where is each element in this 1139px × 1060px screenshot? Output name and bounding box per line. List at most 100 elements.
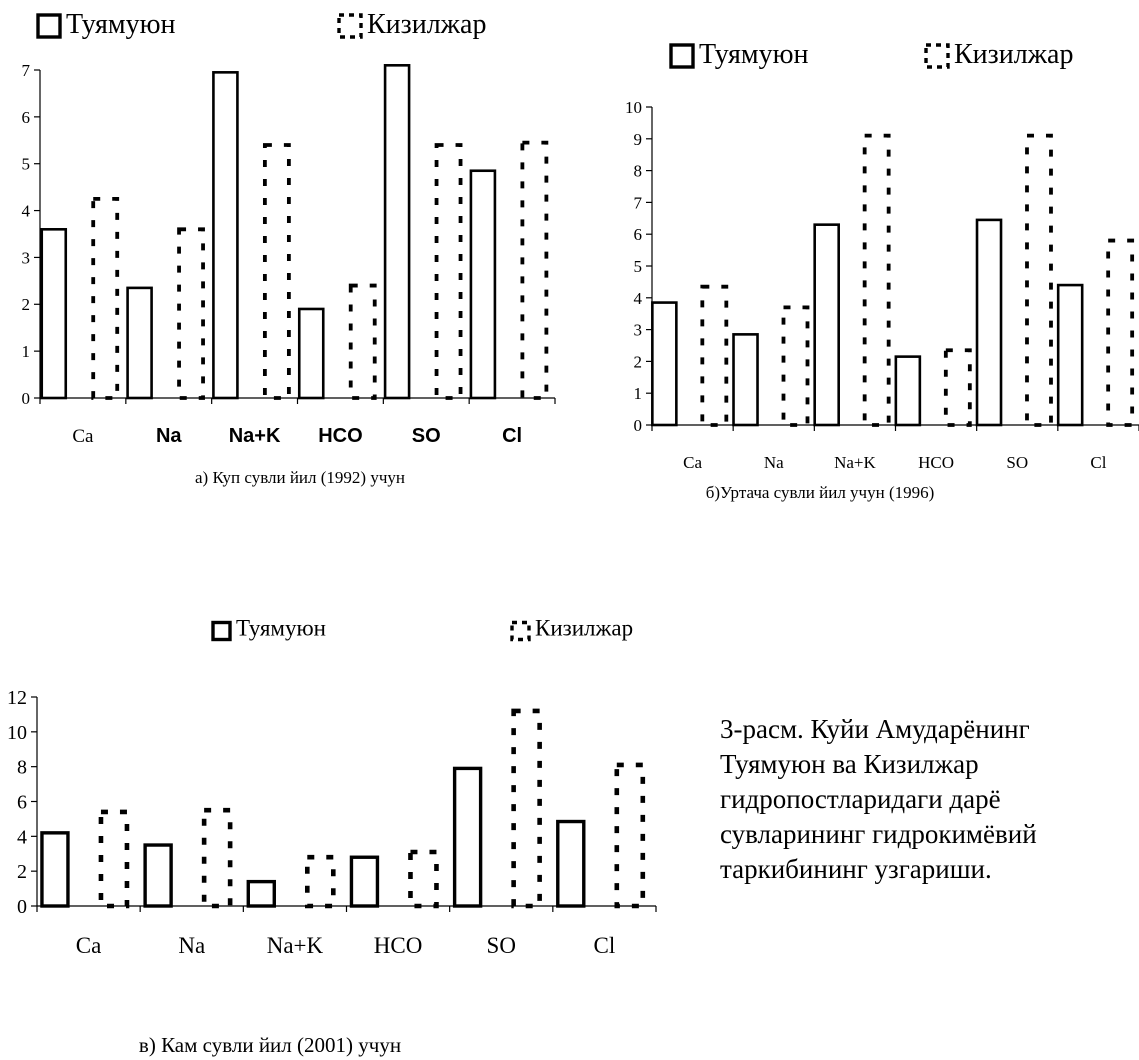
legend-label-tuyamuyun: Туямуюн: [236, 616, 326, 641]
legend-swatch-kizilzhar: [924, 43, 950, 69]
x-category-label: Na: [178, 933, 205, 958]
bar-tuyamuyun-cl: [469, 169, 497, 400]
x-category-label: Ca: [76, 933, 102, 958]
bar-tuyamuyun-na: [126, 286, 153, 400]
y-tick-label: 1: [634, 384, 643, 403]
y-tick-label: 7: [22, 61, 31, 80]
bar-tuyamuyun-so: [975, 218, 1003, 427]
chart-1: Туямуюн Кизилжар 0 1 2 3 4 5 6 7 Ca Na Na+K HCO SO Cl а)…: [22, 9, 556, 487]
y-tick-label: 0: [22, 389, 31, 408]
bar-kizilzhar-so: [434, 143, 463, 400]
x-category-label: Cl: [594, 933, 616, 958]
bar-kizilzhar-na: [177, 227, 205, 400]
bar-kizilzhar-so: [1025, 133, 1053, 427]
legend-label-kizilzhar: Кизилжар: [954, 39, 1073, 70]
bar-tuyamuyun-na: [143, 843, 173, 908]
bar-tuyamuyun-cl: [1056, 283, 1084, 427]
bar-kizilzhar-hco: [943, 348, 972, 427]
y-tick-label: 6: [634, 225, 643, 244]
y-tick-label: 3: [22, 248, 31, 267]
y-tick-label: 10: [625, 98, 642, 117]
y-tick-label: 2: [17, 861, 27, 883]
y-tick-label: 12: [7, 687, 27, 709]
x-category-label: Ca: [683, 453, 702, 472]
bar-tuyamuyun-na: [732, 333, 759, 427]
legend-label-kizilzhar: Кизилжар: [535, 616, 633, 641]
y-tick-label: 4: [634, 289, 643, 308]
bar-tuyamuyun-na-k: [212, 71, 239, 400]
y-tick-label: 6: [22, 108, 31, 127]
y-tick-label: 0: [634, 416, 643, 435]
bar-kizilzhar-na: [781, 305, 810, 427]
chart-caption: в) Кам сувли йил (2001) учун: [139, 1033, 401, 1057]
bar-kizilzhar-cl: [614, 762, 646, 909]
x-category-label: Cl: [502, 425, 522, 447]
y-tick-label: 4: [22, 202, 31, 221]
y-tick-label: 5: [634, 257, 643, 276]
bar-tuyamuyun-hco: [349, 855, 380, 908]
legend-swatch-tuyamuyun: [669, 43, 695, 69]
x-category-label: Na: [764, 453, 784, 472]
chart-2: Туямуюн Кизилжар 0 1 2 3 4 5 6 7 8 9 10 Ca Na Na+K HCO SO…: [625, 39, 1139, 502]
bar-kizilzhar-ca: [98, 809, 130, 909]
y-tick-label: 5: [22, 155, 31, 174]
bar-kizilzhar-hco: [348, 283, 377, 400]
legend-swatch-tuyamuyun: [211, 620, 232, 642]
y-tick-label: 2: [634, 352, 643, 371]
legend-label-tuyamuyun: Туямуюн: [66, 9, 176, 40]
x-category-label: Ca: [72, 426, 94, 447]
bar-kizilzhar-ca: [91, 196, 120, 400]
y-tick-label: 0: [17, 896, 27, 918]
legend-swatch-kizilzhar: [510, 620, 531, 642]
bar-tuyamuyun-so: [383, 64, 411, 400]
bar-tuyamuyun-hco: [894, 355, 922, 427]
y-tick-label: 6: [17, 792, 27, 814]
x-category-label: HCO: [318, 425, 362, 447]
figure-caption: 3-расм. Куйи Амударёнинг Туямуюн ва Кизи…: [720, 714, 1037, 884]
y-tick-label: 8: [17, 757, 27, 779]
x-category-label: Na+K: [229, 425, 281, 447]
x-category-label: HCO: [918, 453, 954, 472]
x-category-label: SO: [412, 425, 441, 447]
chart-caption: а) Куп сувли йил (1992) учун: [195, 468, 405, 487]
y-tick-label: 1: [22, 342, 31, 361]
bar-tuyamuyun-ca: [40, 831, 70, 908]
chart-3: Туямуюн Кизилжар 0 2 4 6 8 10 12 Ca Na Na+K HCO SO Cl в…: [7, 616, 657, 1057]
bar-kizilzhar-na-k: [262, 143, 291, 400]
x-category-label: SO: [487, 933, 516, 958]
y-tick-label: 7: [634, 193, 643, 212]
bar-kizilzhar-na: [201, 807, 233, 909]
x-category-label: HCO: [374, 933, 423, 958]
y-tick-label: 9: [634, 130, 643, 149]
y-tick-label: 2: [22, 295, 31, 314]
y-tick-label: 3: [634, 321, 643, 340]
legend-label-kizilzhar: Кизилжар: [367, 9, 486, 40]
bar-tuyamuyun-ca: [651, 301, 678, 427]
legend-label-tuyamuyun: Туямуюн: [699, 39, 809, 70]
y-tick-label: 4: [17, 826, 27, 848]
x-category-label: Na+K: [267, 933, 324, 958]
bar-kizilzhar-ca: [700, 284, 729, 427]
bar-tuyamuyun-cl: [556, 819, 586, 908]
x-category-label: Cl: [1090, 453, 1106, 472]
bar-kizilzhar-na-k: [862, 133, 891, 427]
chart-caption: б)Уртача сувли йил учун (1996): [706, 483, 935, 502]
legend-swatch-tuyamuyun: [36, 13, 62, 39]
bar-tuyamuyun-so: [452, 766, 483, 908]
bar-kizilzhar-cl: [1106, 238, 1135, 427]
bar-kizilzhar-hco: [408, 849, 439, 909]
y-tick-label: 8: [634, 162, 643, 181]
bar-tuyamuyun-ca: [40, 228, 68, 400]
bar-tuyamuyun-na-k: [813, 223, 840, 427]
x-category-label: SO: [1006, 453, 1028, 472]
x-category-label: Na+K: [834, 453, 876, 472]
bar-kizilzhar-cl: [520, 140, 549, 400]
bar-tuyamuyun-hco: [297, 307, 325, 400]
x-category-label: Na: [156, 425, 182, 447]
bar-tuyamuyun-na-k: [246, 879, 276, 908]
bar-kizilzhar-so: [511, 708, 542, 909]
legend-swatch-kizilzhar: [337, 13, 363, 39]
y-tick-label: 10: [7, 722, 27, 744]
bar-kizilzhar-na-k: [304, 854, 336, 909]
